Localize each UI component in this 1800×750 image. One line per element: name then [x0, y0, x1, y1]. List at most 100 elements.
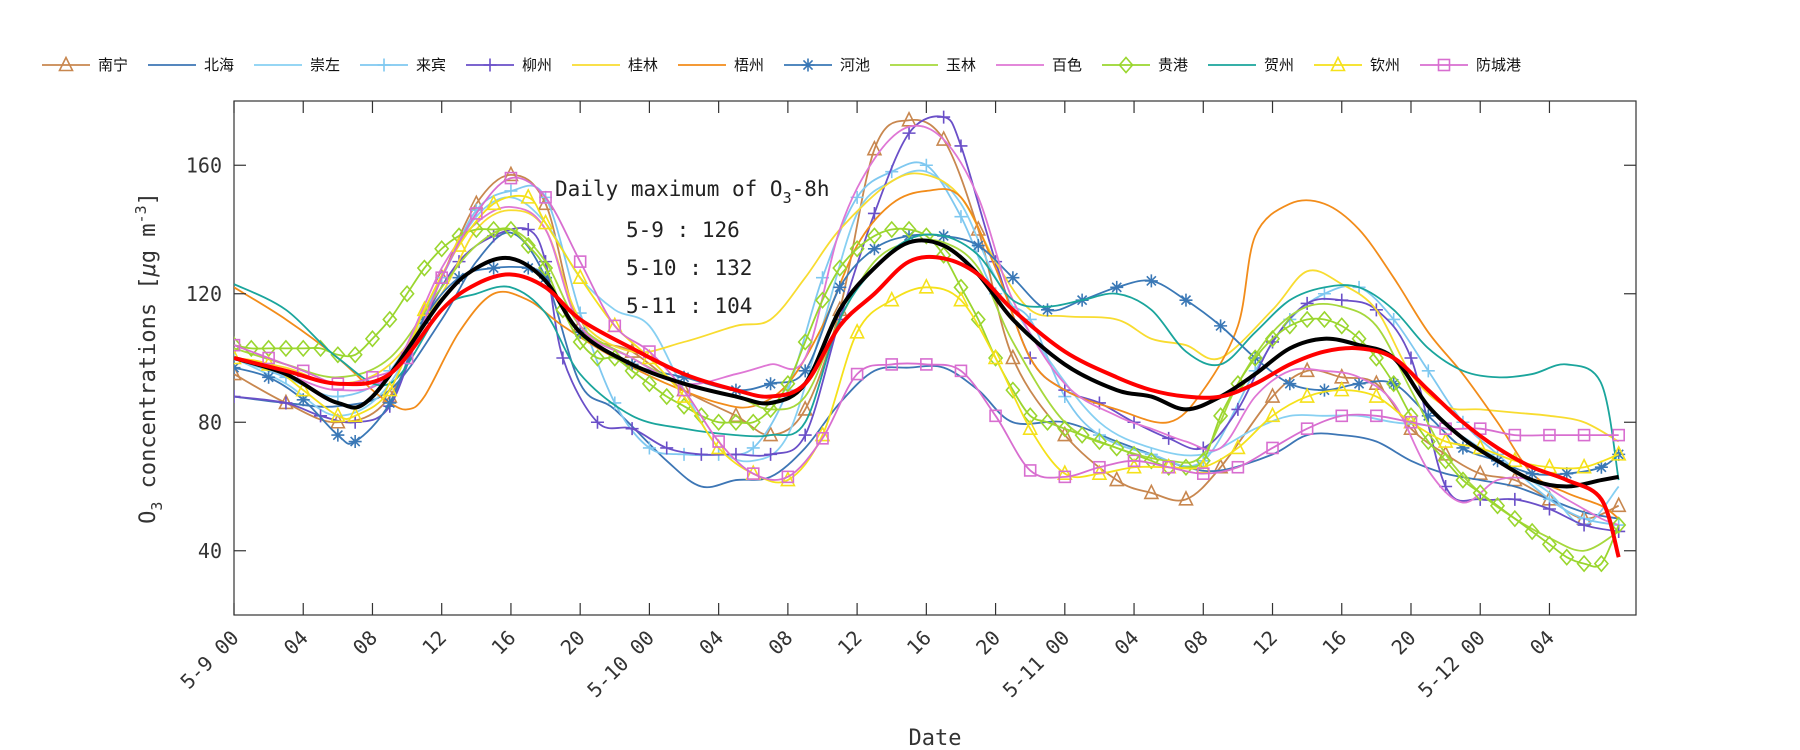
annotation-line: 5-9 : 126	[626, 218, 740, 242]
series-aggregate-15	[234, 254, 1621, 558]
data-point	[1525, 467, 1539, 481]
data-point	[1264, 406, 1281, 423]
legend-label: 贵港	[1158, 56, 1188, 74]
data-point	[970, 220, 987, 236]
x-tick-label: 5-12 00	[1413, 626, 1490, 703]
data-point	[954, 139, 968, 153]
data-point	[1387, 312, 1401, 326]
data-point	[416, 259, 432, 277]
y-axis-label: O3 concentrations [μg m-3]	[132, 192, 166, 524]
legend-label: 百色	[1052, 56, 1082, 74]
data-point	[625, 422, 639, 436]
data-point	[348, 415, 362, 429]
series-layer	[234, 110, 1627, 573]
data-point	[278, 339, 294, 358]
data-point	[1283, 377, 1297, 391]
data-point	[1144, 274, 1158, 288]
data-point	[1058, 470, 1072, 484]
data-point	[1006, 271, 1020, 285]
data-point	[901, 220, 917, 239]
data-point	[798, 428, 812, 442]
data-point	[1195, 457, 1212, 474]
data-point	[520, 188, 537, 204]
data-point	[1507, 509, 1523, 528]
data-point	[1316, 310, 1333, 329]
data-point	[641, 374, 657, 393]
data-point	[1039, 413, 1056, 431]
data-point	[348, 435, 362, 449]
data-point	[642, 441, 656, 455]
data-point	[537, 259, 554, 277]
legend-label: 来宾	[416, 56, 446, 74]
data-point	[1576, 554, 1592, 573]
data-point	[1334, 317, 1350, 335]
legend-entry: 北海	[148, 56, 234, 74]
data-point	[1022, 407, 1038, 425]
legend-label: 南宁	[98, 56, 128, 74]
data-point	[1214, 319, 1228, 333]
data-point	[866, 139, 883, 156]
data-point	[234, 336, 242, 354]
data-point	[1041, 303, 1055, 317]
data-point	[1508, 428, 1522, 442]
series-line	[234, 188, 1620, 520]
data-point	[797, 333, 813, 351]
data-point	[1420, 432, 1436, 451]
data-point	[1074, 426, 1090, 444]
data-point	[728, 406, 744, 423]
data-point	[1127, 454, 1141, 468]
data-point	[987, 348, 1004, 365]
data-point	[262, 351, 275, 365]
data-point	[434, 240, 450, 258]
data-point	[1559, 548, 1575, 566]
data-point	[295, 380, 312, 397]
data-point	[1126, 445, 1142, 464]
data-point	[850, 367, 864, 381]
x-tick-label: 16	[902, 626, 936, 660]
data-point	[711, 413, 727, 431]
data-point	[919, 158, 933, 172]
y-tick-label: 40	[198, 539, 222, 563]
data-point	[1178, 490, 1194, 506]
data-point	[1386, 374, 1402, 393]
data-point	[746, 441, 760, 455]
data-point	[556, 351, 570, 365]
data-point	[279, 396, 293, 410]
data-point	[1264, 330, 1281, 348]
legend-entry: 梧州	[678, 56, 764, 74]
data-point	[572, 268, 588, 284]
data-point	[1093, 460, 1106, 474]
data-point	[1335, 409, 1349, 423]
x-tick-label: 12	[417, 626, 451, 660]
data-point	[590, 415, 604, 429]
legend-marker	[1118, 56, 1134, 74]
data-point	[452, 271, 466, 285]
data-point	[989, 409, 1002, 423]
x-tick-label: 08	[1179, 626, 1213, 660]
data-point	[486, 220, 502, 239]
data-point	[833, 280, 847, 294]
data-point	[521, 223, 535, 236]
data-point	[1508, 492, 1522, 506]
data-point	[1594, 460, 1608, 474]
legend-label: 崇左	[310, 56, 340, 74]
legend-entry: 贺州	[1208, 56, 1294, 74]
data-point	[399, 285, 415, 303]
data-point	[347, 406, 363, 423]
data-point	[331, 428, 345, 442]
data-point	[1108, 470, 1125, 487]
data-point	[347, 346, 363, 364]
data-point	[331, 390, 345, 404]
x-tick-label: 12	[833, 626, 867, 660]
data-point	[1161, 458, 1177, 476]
data-point	[504, 171, 518, 185]
data-point	[330, 406, 346, 423]
annotation-line: 5-11 : 104	[626, 294, 752, 318]
data-point	[1489, 497, 1506, 515]
series-贺州	[234, 233, 1620, 481]
data-point	[382, 310, 398, 329]
x-axis-label: Date	[909, 726, 962, 750]
legend-label: 防城港	[1476, 56, 1521, 74]
data-point	[659, 387, 675, 406]
data-point	[884, 220, 900, 239]
